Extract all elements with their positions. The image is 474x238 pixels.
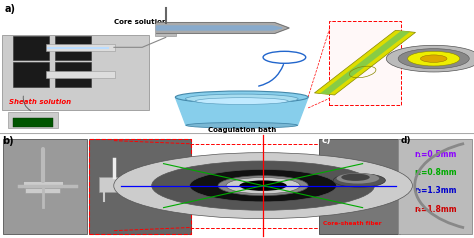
Text: Core-sheath fiber: Core-sheath fiber <box>323 221 382 226</box>
FancyBboxPatch shape <box>13 118 53 127</box>
Polygon shape <box>156 26 282 30</box>
Circle shape <box>218 176 308 196</box>
Ellipse shape <box>175 91 308 103</box>
Circle shape <box>239 180 287 191</box>
Text: b): b) <box>2 136 14 146</box>
Ellipse shape <box>195 98 288 104</box>
Circle shape <box>152 161 374 210</box>
Text: c): c) <box>321 136 331 145</box>
FancyBboxPatch shape <box>319 139 400 234</box>
FancyBboxPatch shape <box>13 62 49 87</box>
Text: r₃=1.3mm: r₃=1.3mm <box>415 186 457 195</box>
Text: a): a) <box>5 4 16 14</box>
Text: r₁=0.5mm: r₁=0.5mm <box>415 150 457 159</box>
FancyBboxPatch shape <box>8 112 58 128</box>
FancyBboxPatch shape <box>46 71 115 78</box>
FancyBboxPatch shape <box>329 21 401 105</box>
Text: r₂=0.8mm: r₂=0.8mm <box>415 168 457 177</box>
FancyBboxPatch shape <box>398 139 472 234</box>
Ellipse shape <box>333 174 385 187</box>
Text: d): d) <box>401 136 411 145</box>
Text: r₄=1.8mm: r₄=1.8mm <box>415 205 457 214</box>
FancyBboxPatch shape <box>99 177 129 192</box>
FancyBboxPatch shape <box>23 181 63 188</box>
Polygon shape <box>314 30 416 95</box>
Text: Core solution: Core solution <box>114 19 167 25</box>
FancyBboxPatch shape <box>13 36 49 60</box>
Circle shape <box>398 49 469 69</box>
Ellipse shape <box>337 173 379 183</box>
FancyBboxPatch shape <box>55 62 91 87</box>
Circle shape <box>226 178 300 194</box>
FancyBboxPatch shape <box>25 188 60 193</box>
FancyBboxPatch shape <box>155 22 176 36</box>
Text: Coagulation bath: Coagulation bath <box>208 127 276 133</box>
FancyBboxPatch shape <box>3 139 87 234</box>
FancyBboxPatch shape <box>2 35 149 110</box>
Ellipse shape <box>341 174 370 181</box>
Polygon shape <box>320 31 410 94</box>
Circle shape <box>420 55 447 62</box>
FancyBboxPatch shape <box>47 46 109 49</box>
FancyBboxPatch shape <box>46 44 115 51</box>
Ellipse shape <box>185 94 298 104</box>
FancyBboxPatch shape <box>89 139 191 234</box>
Text: Sheath solution: Sheath solution <box>9 99 72 105</box>
Ellipse shape <box>186 123 298 128</box>
Circle shape <box>386 45 474 72</box>
Circle shape <box>190 169 337 202</box>
Circle shape <box>408 51 460 66</box>
Polygon shape <box>175 97 308 125</box>
Circle shape <box>114 153 412 219</box>
FancyBboxPatch shape <box>55 36 91 60</box>
Polygon shape <box>156 23 289 33</box>
